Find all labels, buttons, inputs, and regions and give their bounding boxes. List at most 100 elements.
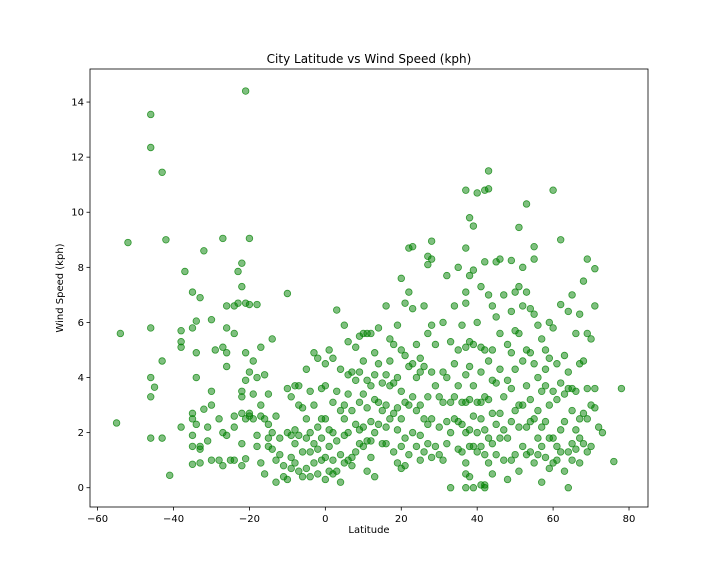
data-point [272, 478, 280, 486]
data-point [192, 373, 200, 382]
data-point [522, 382, 531, 390]
data-point [287, 453, 295, 462]
data-point [276, 434, 284, 442]
data-point [253, 442, 261, 451]
data-point [306, 428, 314, 437]
data-point [560, 390, 569, 398]
data-point [568, 291, 576, 299]
data-point [291, 459, 299, 467]
data-point [427, 453, 436, 462]
data-point [367, 417, 375, 426]
data-point [314, 423, 322, 431]
data-point [408, 304, 417, 313]
data-point [188, 431, 197, 440]
data-point [363, 376, 371, 384]
data-point [412, 406, 421, 415]
data-point [500, 456, 508, 464]
data-point [336, 365, 345, 373]
data-point [188, 460, 197, 468]
data-point [200, 247, 208, 255]
data-point [591, 384, 599, 393]
data-point [408, 428, 417, 437]
data-point [515, 423, 523, 431]
data-point [579, 277, 588, 285]
data-point [424, 420, 432, 429]
data-point [556, 236, 565, 244]
data-point [222, 431, 231, 440]
data-point [511, 406, 519, 415]
data-point [481, 450, 489, 459]
data-point [526, 349, 535, 357]
data-point [526, 448, 535, 456]
data-point [382, 302, 390, 310]
data-point [287, 431, 295, 440]
data-point [465, 362, 474, 371]
x-tick-label: 0 [322, 514, 328, 525]
data-point [488, 439, 497, 448]
data-point [572, 445, 580, 453]
data-point [374, 360, 383, 368]
data-point [245, 300, 254, 309]
data-point [420, 415, 428, 423]
data-point [522, 423, 531, 431]
data-point [496, 365, 504, 373]
data-point [587, 335, 595, 343]
data-point [393, 426, 402, 434]
data-point [207, 456, 216, 464]
data-point [530, 415, 538, 423]
data-point [511, 450, 519, 459]
data-point [230, 412, 238, 420]
data-point [367, 382, 375, 390]
data-point [378, 406, 386, 415]
data-point [363, 404, 371, 412]
data-point [530, 255, 538, 263]
x-axis-label: Latitude [348, 525, 389, 536]
data-point [484, 395, 493, 404]
data-point [549, 387, 557, 395]
data-point [462, 288, 470, 296]
data-point [302, 464, 311, 473]
data-point [166, 471, 174, 480]
data-point [412, 442, 421, 451]
data-point [374, 324, 383, 332]
data-point [450, 393, 459, 401]
data-point [591, 404, 599, 412]
y-axis: 0 2 4 6 8 10 12 14 [71, 98, 90, 494]
data-point [310, 439, 318, 448]
data-point [408, 360, 417, 368]
data-point [439, 456, 447, 464]
data-point [389, 448, 398, 456]
data-point [253, 431, 261, 440]
plot-frame [89, 68, 649, 508]
data-point [306, 448, 314, 456]
data-point [572, 426, 580, 434]
data-point [454, 263, 462, 272]
data-point [207, 401, 216, 409]
data-point [591, 265, 599, 273]
data-point [268, 428, 276, 437]
data-point [458, 321, 466, 329]
data-point [522, 288, 531, 296]
data-point [321, 382, 330, 390]
data-point [359, 357, 368, 365]
data-point [439, 318, 447, 327]
data-point [568, 439, 576, 448]
data-point [598, 428, 607, 437]
data-point [416, 456, 424, 464]
data-point [465, 271, 474, 280]
data-point [355, 398, 364, 407]
data-point [484, 291, 493, 299]
data-point [192, 317, 200, 325]
data-point [538, 335, 546, 343]
chart-title: City Latitude vs Wind Speed (kph) [267, 52, 472, 66]
data-point [575, 415, 584, 423]
data-point [446, 428, 455, 437]
data-point [408, 393, 417, 401]
data-point [386, 415, 394, 423]
data-point [302, 365, 311, 373]
data-point [610, 457, 618, 466]
data-point [500, 291, 508, 299]
data-point [405, 288, 413, 296]
data-point [469, 412, 478, 420]
data-point [147, 393, 155, 401]
